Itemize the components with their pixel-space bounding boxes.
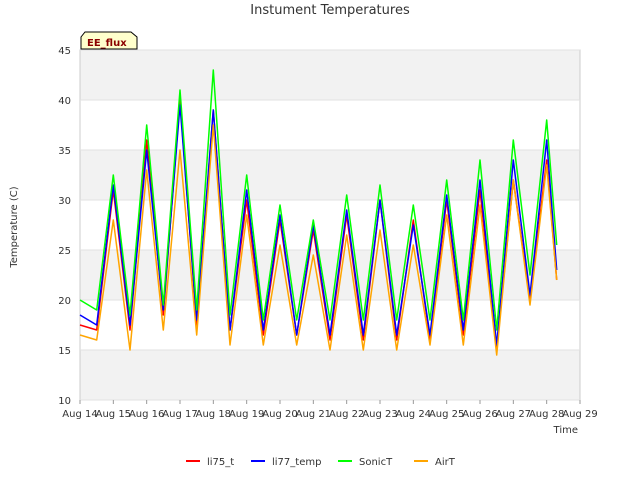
y-tick-label: 45 <box>58 46 71 57</box>
legend-label: li75_t <box>207 457 234 468</box>
legend-label: SonicT <box>359 457 393 468</box>
y-tick-label: 20 <box>58 296 71 307</box>
grid-band <box>80 350 580 400</box>
x-tick-label: Aug 20 <box>262 409 297 420</box>
x-tick-label: Aug 16 <box>129 409 164 420</box>
plot-background-bands <box>80 50 580 400</box>
y-tick-label: 25 <box>58 246 71 257</box>
y-tick-label: 10 <box>58 396 71 407</box>
x-tick-label: Aug 27 <box>496 409 531 420</box>
legend: li75_t li77_temp SonicT AirT <box>186 457 456 468</box>
ee-flux-badge: EE_flux <box>80 31 138 50</box>
x-tick-label: Aug 26 <box>462 409 497 420</box>
x-tick-label: Aug 24 <box>396 409 431 420</box>
y-axis-ticks: 10 15 20 25 30 35 40 45 <box>58 46 71 407</box>
y-tick-label: 40 <box>58 96 71 107</box>
x-tick-label: Aug 28 <box>529 409 564 420</box>
x-tick-label: Aug 18 <box>196 409 231 420</box>
legend-label: li77_temp <box>272 457 321 468</box>
grid-band <box>80 50 580 100</box>
y-tick-label: 35 <box>58 146 71 157</box>
x-tick-label: Aug 22 <box>329 409 364 420</box>
x-axis-label: Time <box>553 425 578 436</box>
grid-band <box>80 250 580 300</box>
x-tick-label: Aug 15 <box>96 409 131 420</box>
x-tick-label: Aug 14 <box>62 409 97 420</box>
x-tick-label: Aug 29 <box>562 409 597 420</box>
badge-shape <box>80 31 138 50</box>
x-tick-label: Aug 19 <box>229 409 264 420</box>
series-lines <box>79 69 558 356</box>
y-axis-label: Temperature (C) <box>9 186 20 268</box>
y-tick-label: 30 <box>58 196 71 207</box>
series-line-li77_temp <box>79 104 558 346</box>
grid-band <box>80 150 580 200</box>
series-line-SonicT <box>79 69 558 331</box>
series-line-AirT <box>79 124 558 356</box>
x-tick-label: Aug 25 <box>429 409 464 420</box>
badge-label: EE_flux <box>87 38 127 49</box>
legend-label: AirT <box>435 457 456 468</box>
x-tick-label: Aug 21 <box>296 409 331 420</box>
y-tick-label: 15 <box>58 346 71 357</box>
chart-title: Instument Temperatures <box>250 3 410 18</box>
x-tick-label: Aug 17 <box>162 409 197 420</box>
x-tick-label: Aug 23 <box>362 409 397 420</box>
